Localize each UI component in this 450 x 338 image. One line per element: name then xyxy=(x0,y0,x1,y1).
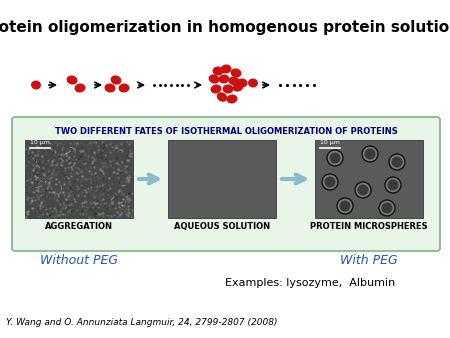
Ellipse shape xyxy=(212,67,224,75)
Text: 10 μm: 10 μm xyxy=(320,140,340,145)
Ellipse shape xyxy=(233,82,243,92)
Ellipse shape xyxy=(229,76,239,86)
Circle shape xyxy=(355,182,371,198)
Ellipse shape xyxy=(211,84,221,94)
Circle shape xyxy=(389,154,405,170)
Ellipse shape xyxy=(237,78,248,88)
Bar xyxy=(25,140,133,218)
Ellipse shape xyxy=(226,94,238,103)
Ellipse shape xyxy=(111,75,122,84)
Ellipse shape xyxy=(217,92,227,102)
Circle shape xyxy=(392,156,402,168)
Ellipse shape xyxy=(118,83,130,93)
Ellipse shape xyxy=(67,75,77,84)
Ellipse shape xyxy=(230,68,242,78)
Ellipse shape xyxy=(31,80,41,90)
Ellipse shape xyxy=(209,74,220,83)
Ellipse shape xyxy=(104,83,116,93)
Circle shape xyxy=(382,202,392,214)
Circle shape xyxy=(339,200,351,212)
Circle shape xyxy=(322,174,338,190)
Circle shape xyxy=(379,200,395,216)
Text: 10 μm: 10 μm xyxy=(30,140,50,145)
Text: AQUEOUS SOLUTION: AQUEOUS SOLUTION xyxy=(174,222,270,231)
Text: With PEG: With PEG xyxy=(340,254,398,267)
FancyBboxPatch shape xyxy=(12,117,440,251)
Text: Without PEG: Without PEG xyxy=(40,254,118,267)
Circle shape xyxy=(387,179,399,191)
Circle shape xyxy=(362,146,378,162)
Ellipse shape xyxy=(220,65,231,74)
Bar xyxy=(315,140,423,218)
Text: AGGREGATION: AGGREGATION xyxy=(45,222,113,231)
Circle shape xyxy=(364,148,375,160)
Circle shape xyxy=(385,177,401,193)
Ellipse shape xyxy=(248,78,258,88)
Text: TWO DIFFERENT FATES OF ISOTHERMAL OLIGOMERIZATION OF PROTEINS: TWO DIFFERENT FATES OF ISOTHERMAL OLIGOM… xyxy=(54,127,397,136)
Text: PROTEIN MICROSPHERES: PROTEIN MICROSPHERES xyxy=(310,222,428,231)
Text: Protein oligomerization in homogenous protein solutions: Protein oligomerization in homogenous pr… xyxy=(0,20,450,35)
Circle shape xyxy=(327,150,343,166)
Ellipse shape xyxy=(75,83,86,93)
Ellipse shape xyxy=(219,74,230,83)
Circle shape xyxy=(337,198,353,214)
Circle shape xyxy=(357,185,369,195)
Text: Y. Wang and O. Annunziata Langmuir, 24, 2799-2807 (2008): Y. Wang and O. Annunziata Langmuir, 24, … xyxy=(6,318,278,327)
Circle shape xyxy=(329,152,341,164)
Text: Examples: lysozyme,  Albumin: Examples: lysozyme, Albumin xyxy=(225,278,395,288)
Ellipse shape xyxy=(222,84,234,94)
Circle shape xyxy=(324,176,336,188)
Bar xyxy=(168,140,276,218)
